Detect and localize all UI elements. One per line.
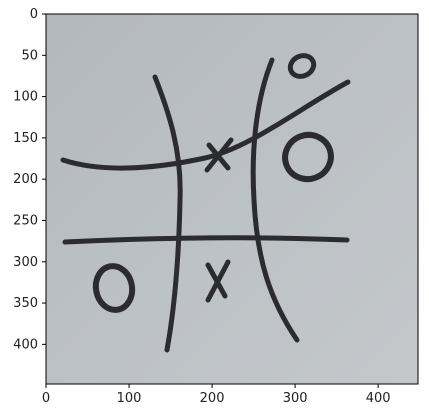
- x-tick-label: 400: [366, 391, 391, 406]
- x-tick-label: 0: [42, 391, 50, 406]
- top-horizontal-line: [60, 79, 351, 171]
- y-tick-label: 300: [13, 255, 38, 270]
- mark-x-center: [204, 137, 234, 173]
- y-tick-label: 0: [30, 7, 38, 22]
- x-tick-label: 200: [200, 391, 225, 406]
- y-axis: 0 50 100 150 200 250 300 350 400: [13, 7, 46, 352]
- mark-o-top-right: [287, 53, 317, 79]
- mark-o-bottom-left: [92, 263, 136, 313]
- paper-background: [46, 14, 418, 384]
- y-tick-label: 400: [13, 337, 38, 352]
- mark-o-middle-right: [282, 131, 334, 183]
- mark-x-bottom-middle: [205, 259, 231, 303]
- bottom-horizontal-line: [62, 235, 350, 245]
- axes-frame: [45, 13, 419, 385]
- left-vertical-line: [152, 74, 183, 353]
- x-axis: 0 100 200 300 400: [42, 384, 391, 406]
- y-tick-label: 250: [13, 213, 38, 228]
- ink-strokes: [60, 53, 351, 353]
- y-tick-label: 100: [13, 90, 38, 105]
- x-tick-label: 100: [117, 391, 142, 406]
- photo: [46, 14, 418, 384]
- y-tick-label: 350: [13, 296, 38, 311]
- right-vertical-line: [250, 57, 300, 343]
- y-tick-label: 50: [21, 48, 38, 63]
- x-tick-label: 300: [283, 391, 308, 406]
- y-tick-label: 150: [13, 131, 38, 146]
- y-tick-label: 200: [13, 172, 38, 187]
